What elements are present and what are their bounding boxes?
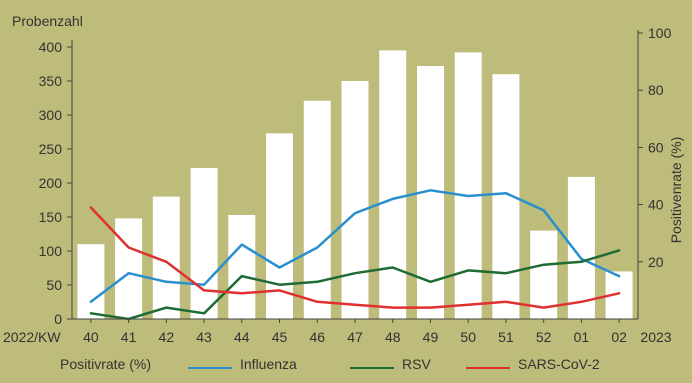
x-tick-label: 42 xyxy=(159,329,175,345)
left-tick-label: 300 xyxy=(39,107,63,123)
bar-48 xyxy=(379,50,407,320)
legend-title: Positivrate (%) xyxy=(60,356,152,372)
left-tick-label: 150 xyxy=(39,209,63,225)
x-tick-label: 48 xyxy=(385,329,401,345)
bar-41 xyxy=(115,218,143,319)
x-tick-label: 40 xyxy=(83,329,99,345)
x-prefix-label: 2022/KW xyxy=(3,329,61,345)
bar-47 xyxy=(341,81,369,319)
x-tick-label: 43 xyxy=(196,329,212,345)
legend-label-rsv: RSV xyxy=(402,356,431,372)
left-tick-label: 100 xyxy=(39,243,63,259)
legend-label-sars-cov-2: SARS-CoV-2 xyxy=(518,356,600,372)
x-tick-label: 01 xyxy=(574,329,590,345)
bar-45 xyxy=(266,133,293,319)
right-tick-label: 100 xyxy=(648,25,672,41)
right-tick-label: 80 xyxy=(648,82,664,98)
left-tick-label: 0 xyxy=(54,311,62,327)
legend-swatch-influenza xyxy=(188,367,232,369)
legend-label-influenza: Influenza xyxy=(240,356,297,372)
left-tick-label: 350 xyxy=(39,73,63,89)
left-axis-label: Probenzahl xyxy=(12,13,83,29)
x-tick-label: 41 xyxy=(121,329,137,345)
series-line-sars-cov-2 xyxy=(89,206,621,309)
legend-swatch-rsv xyxy=(350,367,394,369)
right-axis-label: Positivenrate (%) xyxy=(668,137,684,244)
right-tick-label: 20 xyxy=(648,254,664,270)
bar-43 xyxy=(190,168,218,319)
left-tick-label: 200 xyxy=(39,175,63,191)
legend-swatch-sars-cov-2 xyxy=(466,367,510,369)
lines-group xyxy=(89,189,621,321)
x-tick-label: 51 xyxy=(498,329,514,345)
x-tick-label: 47 xyxy=(347,329,363,345)
bar-46 xyxy=(303,100,331,319)
x-tick-label: 49 xyxy=(423,329,439,345)
right-tick-label: 60 xyxy=(648,139,664,155)
bar-50 xyxy=(454,52,482,320)
x-tick-label: 50 xyxy=(460,329,476,345)
right-tick-label: 40 xyxy=(648,197,664,213)
series-line-influenza xyxy=(89,189,621,304)
left-tick-label: 400 xyxy=(39,39,63,55)
x-tick-label: 44 xyxy=(234,329,250,345)
bars-group xyxy=(77,50,633,320)
x-tick-label: 52 xyxy=(536,329,552,345)
bar-40 xyxy=(77,244,105,319)
bar-52 xyxy=(530,230,558,319)
x-tick-label: 45 xyxy=(272,329,288,345)
x-tick-label: 46 xyxy=(309,329,325,345)
x-suffix-label: 2023 xyxy=(640,329,671,345)
x-tick-label: 02 xyxy=(611,329,627,345)
axes-group: 0 50 100 150 200 250 300 350 400 20 40 60 80 100 40 41 4… xyxy=(39,25,672,345)
series-line-rsv xyxy=(89,249,621,321)
left-tick-label: 250 xyxy=(39,141,63,157)
bar-44 xyxy=(228,215,256,319)
legend: Positivrate (%) Influenza RSV SARS-CoV-2 xyxy=(0,356,692,380)
left-tick-label: 50 xyxy=(46,277,62,293)
